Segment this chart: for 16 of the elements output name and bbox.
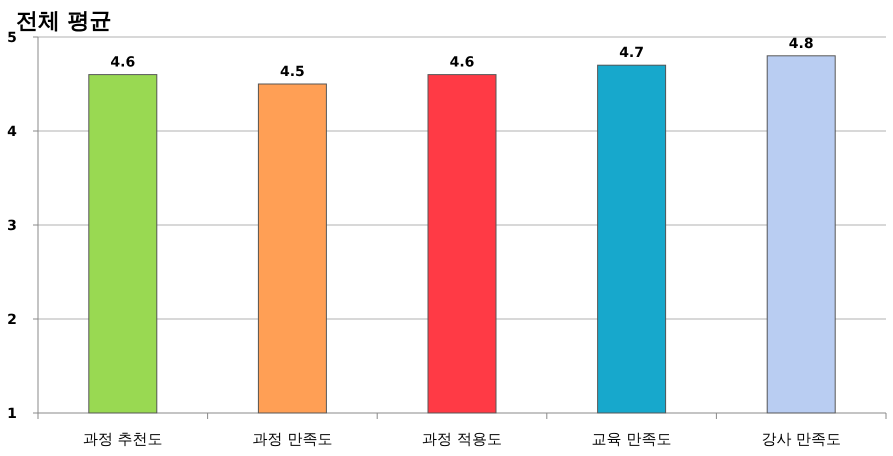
y-tick-label: 5 xyxy=(7,30,17,46)
chart-title: 전체 평균 xyxy=(16,9,112,34)
x-tick-label: 과정 적용도 xyxy=(422,430,502,448)
y-tick-label: 1 xyxy=(7,406,17,422)
data-label: 4.6 xyxy=(110,54,136,71)
data-label: 4.5 xyxy=(280,64,305,80)
x-tick-label: 강사 만족도 xyxy=(761,430,842,448)
y-tick-label: 3 xyxy=(7,218,17,234)
data-label: 4.8 xyxy=(788,36,814,52)
x-tick-label: 과정 만족도 xyxy=(252,430,332,448)
x-tick-label: 과정 추천도 xyxy=(82,430,163,448)
y-tick-label: 4 xyxy=(7,124,18,140)
data-label: 4.6 xyxy=(450,54,474,71)
x-tick-label: 교육 만족도 xyxy=(592,430,672,448)
data-label: 4.7 xyxy=(619,45,644,62)
y-tick-label: 2 xyxy=(7,312,17,328)
